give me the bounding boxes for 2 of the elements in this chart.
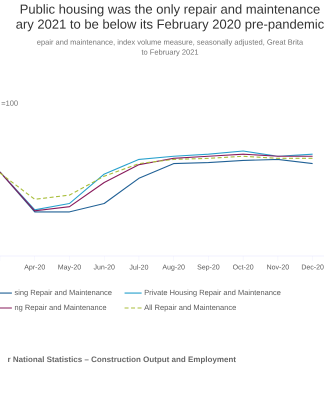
chart-title: Public housing was the only repair and maintenance ary 2021 to be below its February 2020 pre-pandemic: [16, 4, 324, 32]
text: r National Statistics – Construction Output and Employment: [8, 356, 236, 364]
